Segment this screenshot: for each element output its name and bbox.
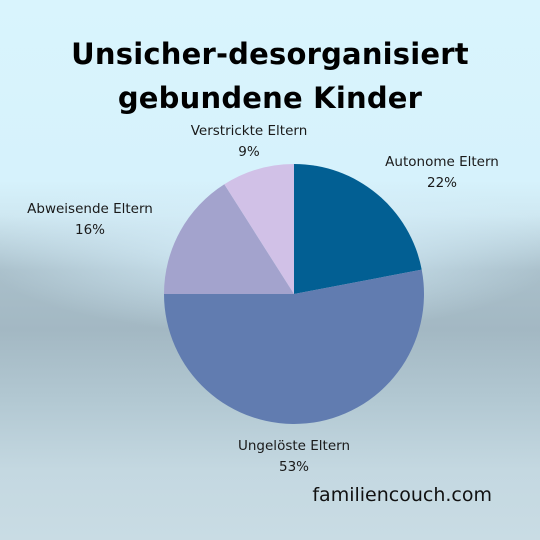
- slice-value-label: 22%: [427, 175, 457, 191]
- pie-slice-ungel-ste-eltern: [164, 269, 424, 424]
- slice-value-label: 9%: [238, 144, 260, 160]
- pie-slice-verstrickte-eltern: [224, 164, 294, 294]
- chart-title: Unsicher-desorganisiert gebundene Kinder: [71, 37, 469, 115]
- slice-label: Verstrickte Eltern: [191, 123, 308, 139]
- slice-label: Autonome Eltern: [385, 154, 499, 170]
- slice-value-label: 16%: [75, 222, 105, 238]
- slice-value-label: 53%: [279, 459, 309, 475]
- brand-footer[interactable]: familiencouch.com: [312, 484, 492, 506]
- pie-slice-autonome-eltern: [294, 164, 422, 294]
- slice-label: Ungelöste Eltern: [238, 438, 350, 454]
- slice-label: Abweisende Eltern: [27, 201, 153, 217]
- pie-slice-abweisende-eltern: [164, 184, 294, 294]
